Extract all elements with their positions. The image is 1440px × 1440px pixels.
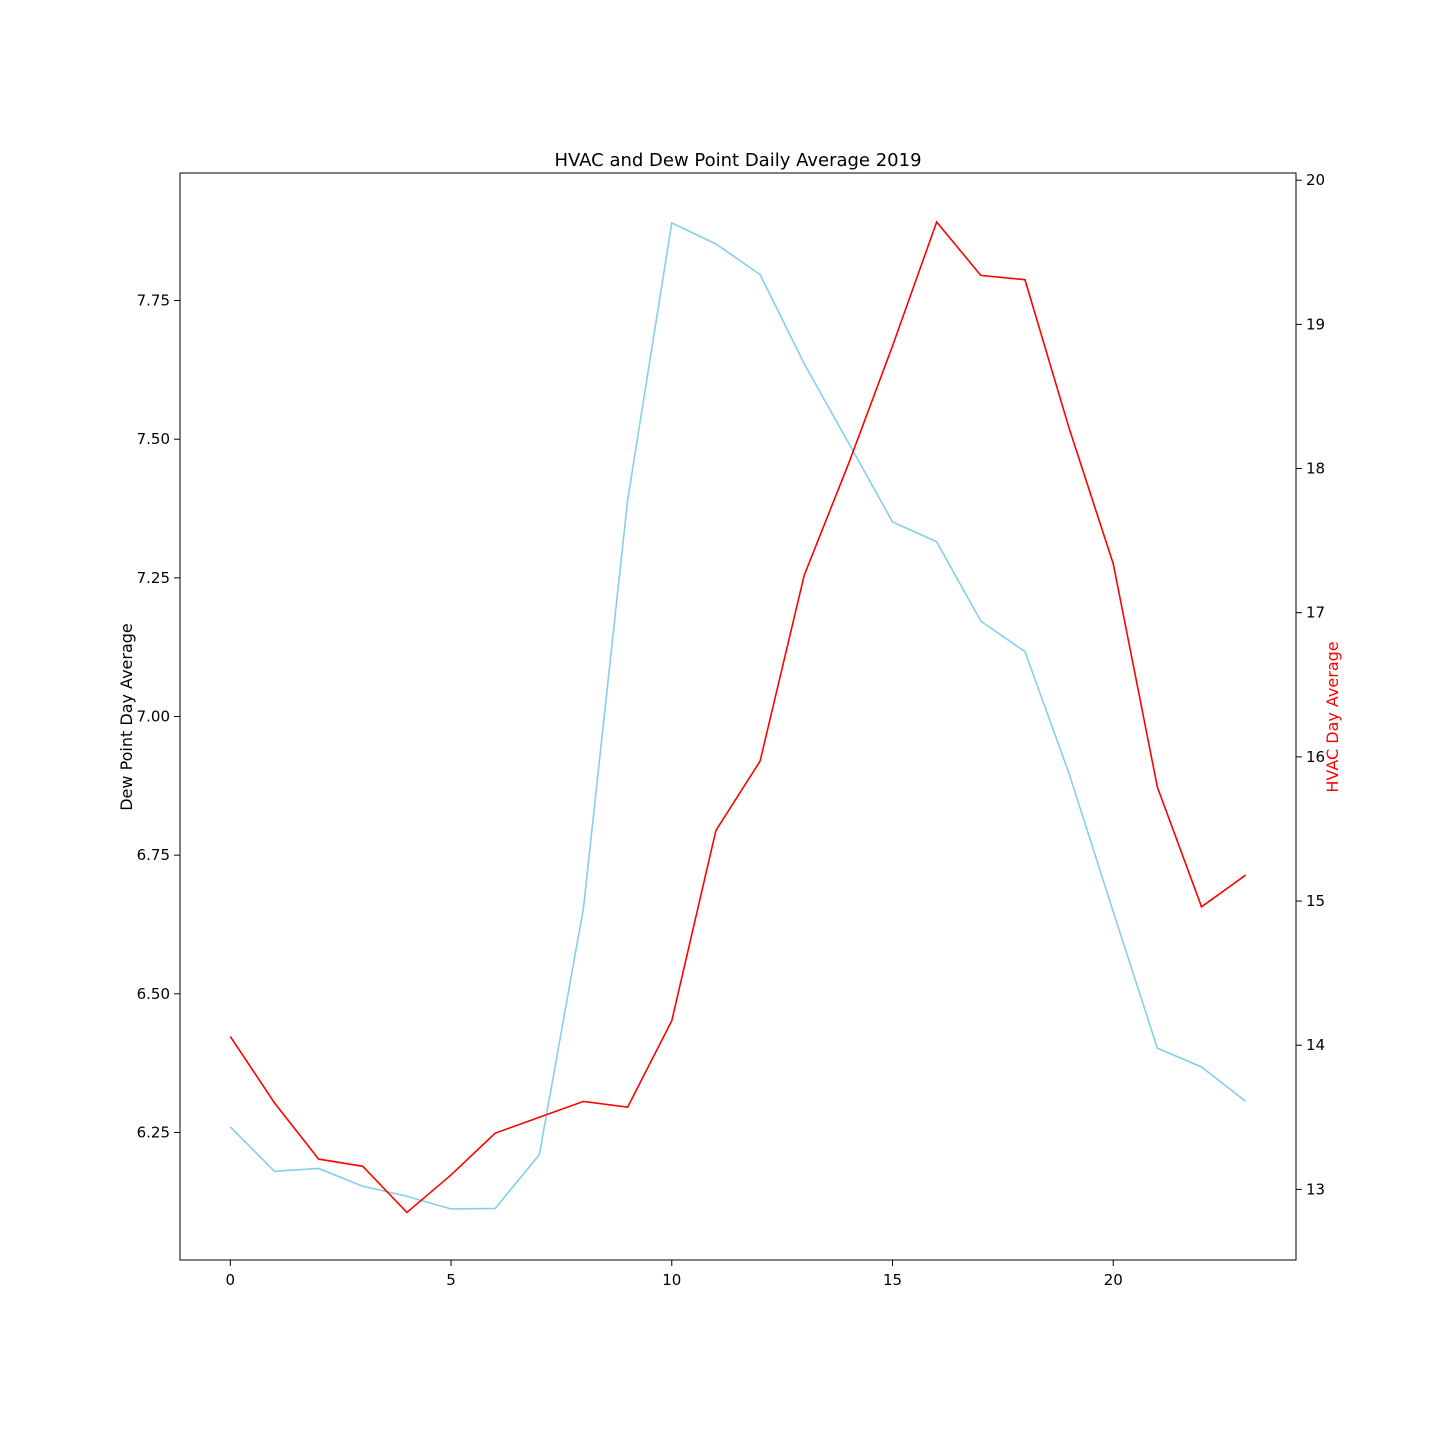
left-tick-label: 6.25	[137, 1123, 170, 1141]
chart-title: HVAC and Dew Point Daily Average 2019	[554, 150, 921, 171]
x-tick-label: 10	[662, 1271, 681, 1289]
dew-point-series-line	[229, 221, 1247, 1210]
right-tick-label: 15	[1306, 892, 1325, 910]
left-tick-label: 7.75	[137, 292, 170, 310]
x-tick-label: 20	[1104, 1271, 1123, 1289]
plot-frame	[179, 172, 1297, 1261]
x-axis: 0 5 10 15 20	[226, 1260, 1123, 1289]
right-tick-label: 17	[1306, 604, 1325, 622]
series-lines	[229, 220, 1247, 1214]
right-tick-label: 18	[1306, 460, 1325, 478]
left-axis-label: Dew Point Day Average	[117, 623, 136, 811]
right-tick-label: 14	[1306, 1036, 1325, 1054]
hvac-series-line	[229, 220, 1247, 1214]
left-tick-label: 6.75	[137, 846, 170, 864]
x-tick-label: 0	[226, 1271, 236, 1289]
left-tick-label: 6.50	[137, 985, 170, 1003]
x-tick-label: 15	[883, 1271, 902, 1289]
left-tick-label: 7.00	[137, 708, 170, 726]
right-y-axis: 13 14 15 16 17 18 19 20	[1296, 171, 1325, 1198]
x-tick-label: 5	[446, 1271, 456, 1289]
right-tick-label: 13	[1306, 1180, 1325, 1198]
left-tick-label: 7.50	[137, 430, 170, 448]
right-tick-label: 20	[1306, 171, 1325, 189]
left-tick-label: 7.25	[137, 569, 170, 587]
right-axis-label: HVAC Day Average	[1323, 641, 1342, 792]
left-y-axis: 6.25 6.50 6.75 7.00 7.25 7.50 7.75	[137, 292, 180, 1141]
right-tick-label: 16	[1306, 748, 1325, 766]
right-tick-label: 19	[1306, 315, 1325, 333]
